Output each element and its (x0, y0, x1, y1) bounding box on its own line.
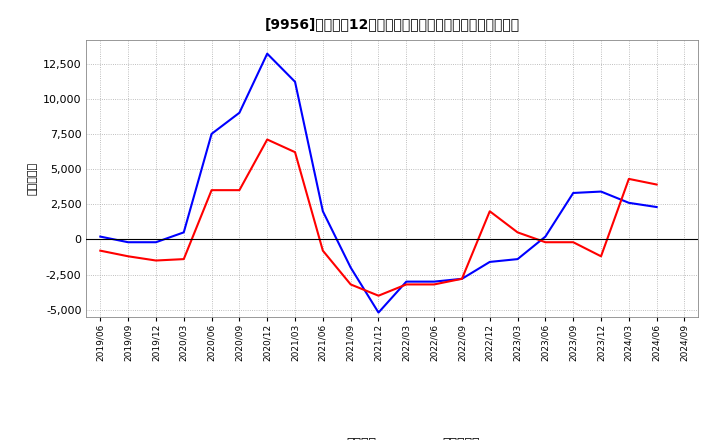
経常利益 (207, 131, 216, 136)
当期純利益 (485, 209, 494, 214)
当期純利益 (402, 282, 410, 287)
経常利益 (624, 200, 633, 205)
当期純利益 (569, 240, 577, 245)
経常利益 (485, 259, 494, 264)
当期純利益 (96, 248, 104, 253)
当期純利益 (263, 137, 271, 142)
当期純利益 (374, 293, 383, 298)
当期純利益 (207, 187, 216, 193)
経常利益 (597, 189, 606, 194)
経常利益 (402, 279, 410, 284)
経常利益 (152, 240, 161, 245)
経常利益 (318, 209, 327, 214)
経常利益 (652, 205, 661, 210)
当期純利益 (541, 240, 550, 245)
当期純利益 (430, 282, 438, 287)
Line: 経常利益: 経常利益 (100, 54, 657, 312)
Legend: 経常利益, 当期純利益: 経常利益, 当期純利益 (300, 432, 485, 440)
経常利益 (263, 51, 271, 56)
当期純利益 (624, 176, 633, 182)
当期純利益 (291, 150, 300, 155)
Line: 当期純利益: 当期純利益 (100, 139, 657, 296)
経常利益 (569, 191, 577, 196)
Y-axis label: （百万円）: （百万円） (27, 161, 37, 195)
当期純利益 (346, 282, 355, 287)
当期純利益 (124, 253, 132, 259)
経常利益 (291, 79, 300, 84)
経常利益 (96, 234, 104, 239)
当期純利益 (458, 276, 467, 282)
Title: [9956]　利益の12か月移動合計の対前年同期増減額の推移: [9956] 利益の12か月移動合計の対前年同期増減額の推移 (265, 18, 520, 32)
経常利益 (430, 279, 438, 284)
経常利益 (458, 276, 467, 282)
当期純利益 (652, 182, 661, 187)
経常利益 (346, 265, 355, 270)
当期純利益 (513, 230, 522, 235)
当期純利益 (597, 253, 606, 259)
当期純利益 (318, 248, 327, 253)
経常利益 (124, 240, 132, 245)
経常利益 (235, 110, 243, 115)
経常利益 (513, 257, 522, 262)
当期純利益 (179, 257, 188, 262)
経常利益 (541, 234, 550, 239)
当期純利益 (152, 258, 161, 263)
当期純利益 (235, 187, 243, 193)
経常利益 (374, 310, 383, 315)
経常利益 (179, 230, 188, 235)
